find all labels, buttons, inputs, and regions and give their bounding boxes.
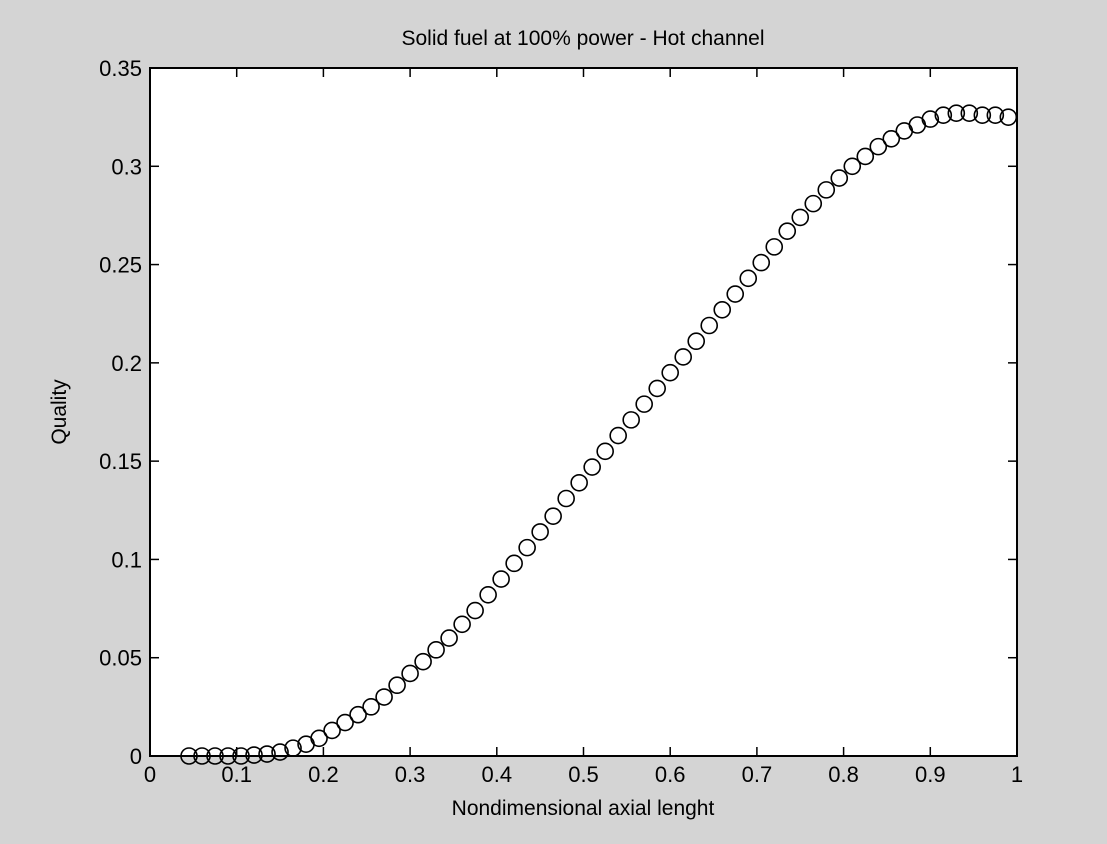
data-point (258, 745, 276, 763)
data-point (778, 222, 797, 240)
data-point (531, 523, 549, 541)
data-point (830, 169, 849, 187)
data-point (479, 586, 497, 604)
x-tick-label: 0.3 (395, 762, 426, 787)
data-point (427, 641, 445, 659)
x-tick-label: 0.9 (915, 762, 946, 787)
data-point (453, 615, 471, 634)
data-point (661, 363, 680, 382)
data-point (713, 300, 732, 319)
data-point (765, 238, 784, 256)
data-point (362, 698, 380, 716)
x-tick-label: 0.6 (655, 762, 686, 787)
data-point (284, 739, 302, 757)
data-point (986, 106, 1005, 124)
data-point (232, 747, 250, 765)
data-point (882, 129, 901, 148)
y-tick-label: 0.1 (111, 547, 142, 572)
data-point (999, 108, 1018, 126)
data-point (401, 664, 419, 683)
y-tick-label: 0.25 (99, 253, 142, 278)
data-point (960, 104, 979, 123)
data-point (219, 747, 237, 765)
data-point (973, 106, 992, 124)
data-point (518, 538, 536, 557)
data-point (206, 747, 224, 765)
data-point (869, 137, 888, 156)
data-point (180, 747, 198, 765)
x-tick-label: 0 (144, 762, 156, 787)
data-point (817, 181, 836, 199)
data-point (934, 106, 953, 124)
data-point (791, 208, 810, 227)
data-point (752, 253, 771, 272)
data-point (635, 395, 653, 413)
data-point (921, 110, 940, 128)
y-axis-label: Quality (48, 379, 71, 445)
data-point (375, 688, 393, 706)
data-point (609, 426, 627, 445)
y-tick-label: 0.15 (99, 449, 142, 474)
data-point (310, 729, 328, 748)
x-tick-label: 1 (1011, 762, 1023, 787)
y-tick-label: 0 (130, 744, 142, 769)
data-point (648, 379, 666, 398)
data-point (843, 157, 862, 176)
data-point (674, 348, 693, 366)
data-point (388, 676, 406, 695)
x-axis-label: Nondimensional axial lenght (452, 797, 715, 820)
data-point (336, 713, 354, 732)
data-point (505, 554, 523, 573)
points-layer (180, 104, 1018, 765)
x-tick-label: 0.2 (308, 762, 339, 787)
data-point (193, 747, 211, 765)
x-tick-label: 0.5 (568, 762, 599, 787)
data-point (570, 473, 588, 492)
data-point (596, 442, 614, 461)
data-point (440, 629, 458, 647)
data-point (700, 316, 719, 335)
x-tick-label: 0.8 (828, 762, 859, 787)
data-point (726, 285, 745, 303)
data-point (349, 705, 367, 724)
y-tick-label: 0.3 (111, 154, 142, 179)
data-point (492, 570, 510, 588)
data-point (583, 458, 601, 476)
data-point (739, 269, 758, 288)
data-point (557, 489, 575, 508)
data-point (687, 332, 706, 351)
data-point (414, 652, 432, 671)
data-point (544, 507, 562, 525)
data-point (947, 104, 966, 123)
ticks-layer: 0 0.1 0.2 0.3 0.4 0.5 0.6 0.7 0.8 0.9 1 0 0.05 0.1 0.1… (99, 56, 1023, 787)
data-point (245, 746, 263, 764)
data-point (622, 411, 640, 429)
chart-title: Solid fuel at 100% power - Hot channel (401, 27, 764, 50)
x-tick-label: 0.7 (742, 762, 773, 787)
x-tick-label: 0.4 (482, 762, 513, 787)
plot-area (149, 67, 1018, 757)
data-point (323, 721, 341, 740)
y-tick-label: 0.2 (111, 351, 142, 376)
data-point (804, 194, 823, 213)
data-point (856, 147, 875, 166)
y-tick-label: 0.35 (99, 56, 142, 81)
data-point (271, 743, 289, 761)
y-tick-label: 0.05 (99, 646, 142, 671)
x-tick-label: 0.1 (221, 762, 252, 787)
data-point (466, 601, 484, 620)
